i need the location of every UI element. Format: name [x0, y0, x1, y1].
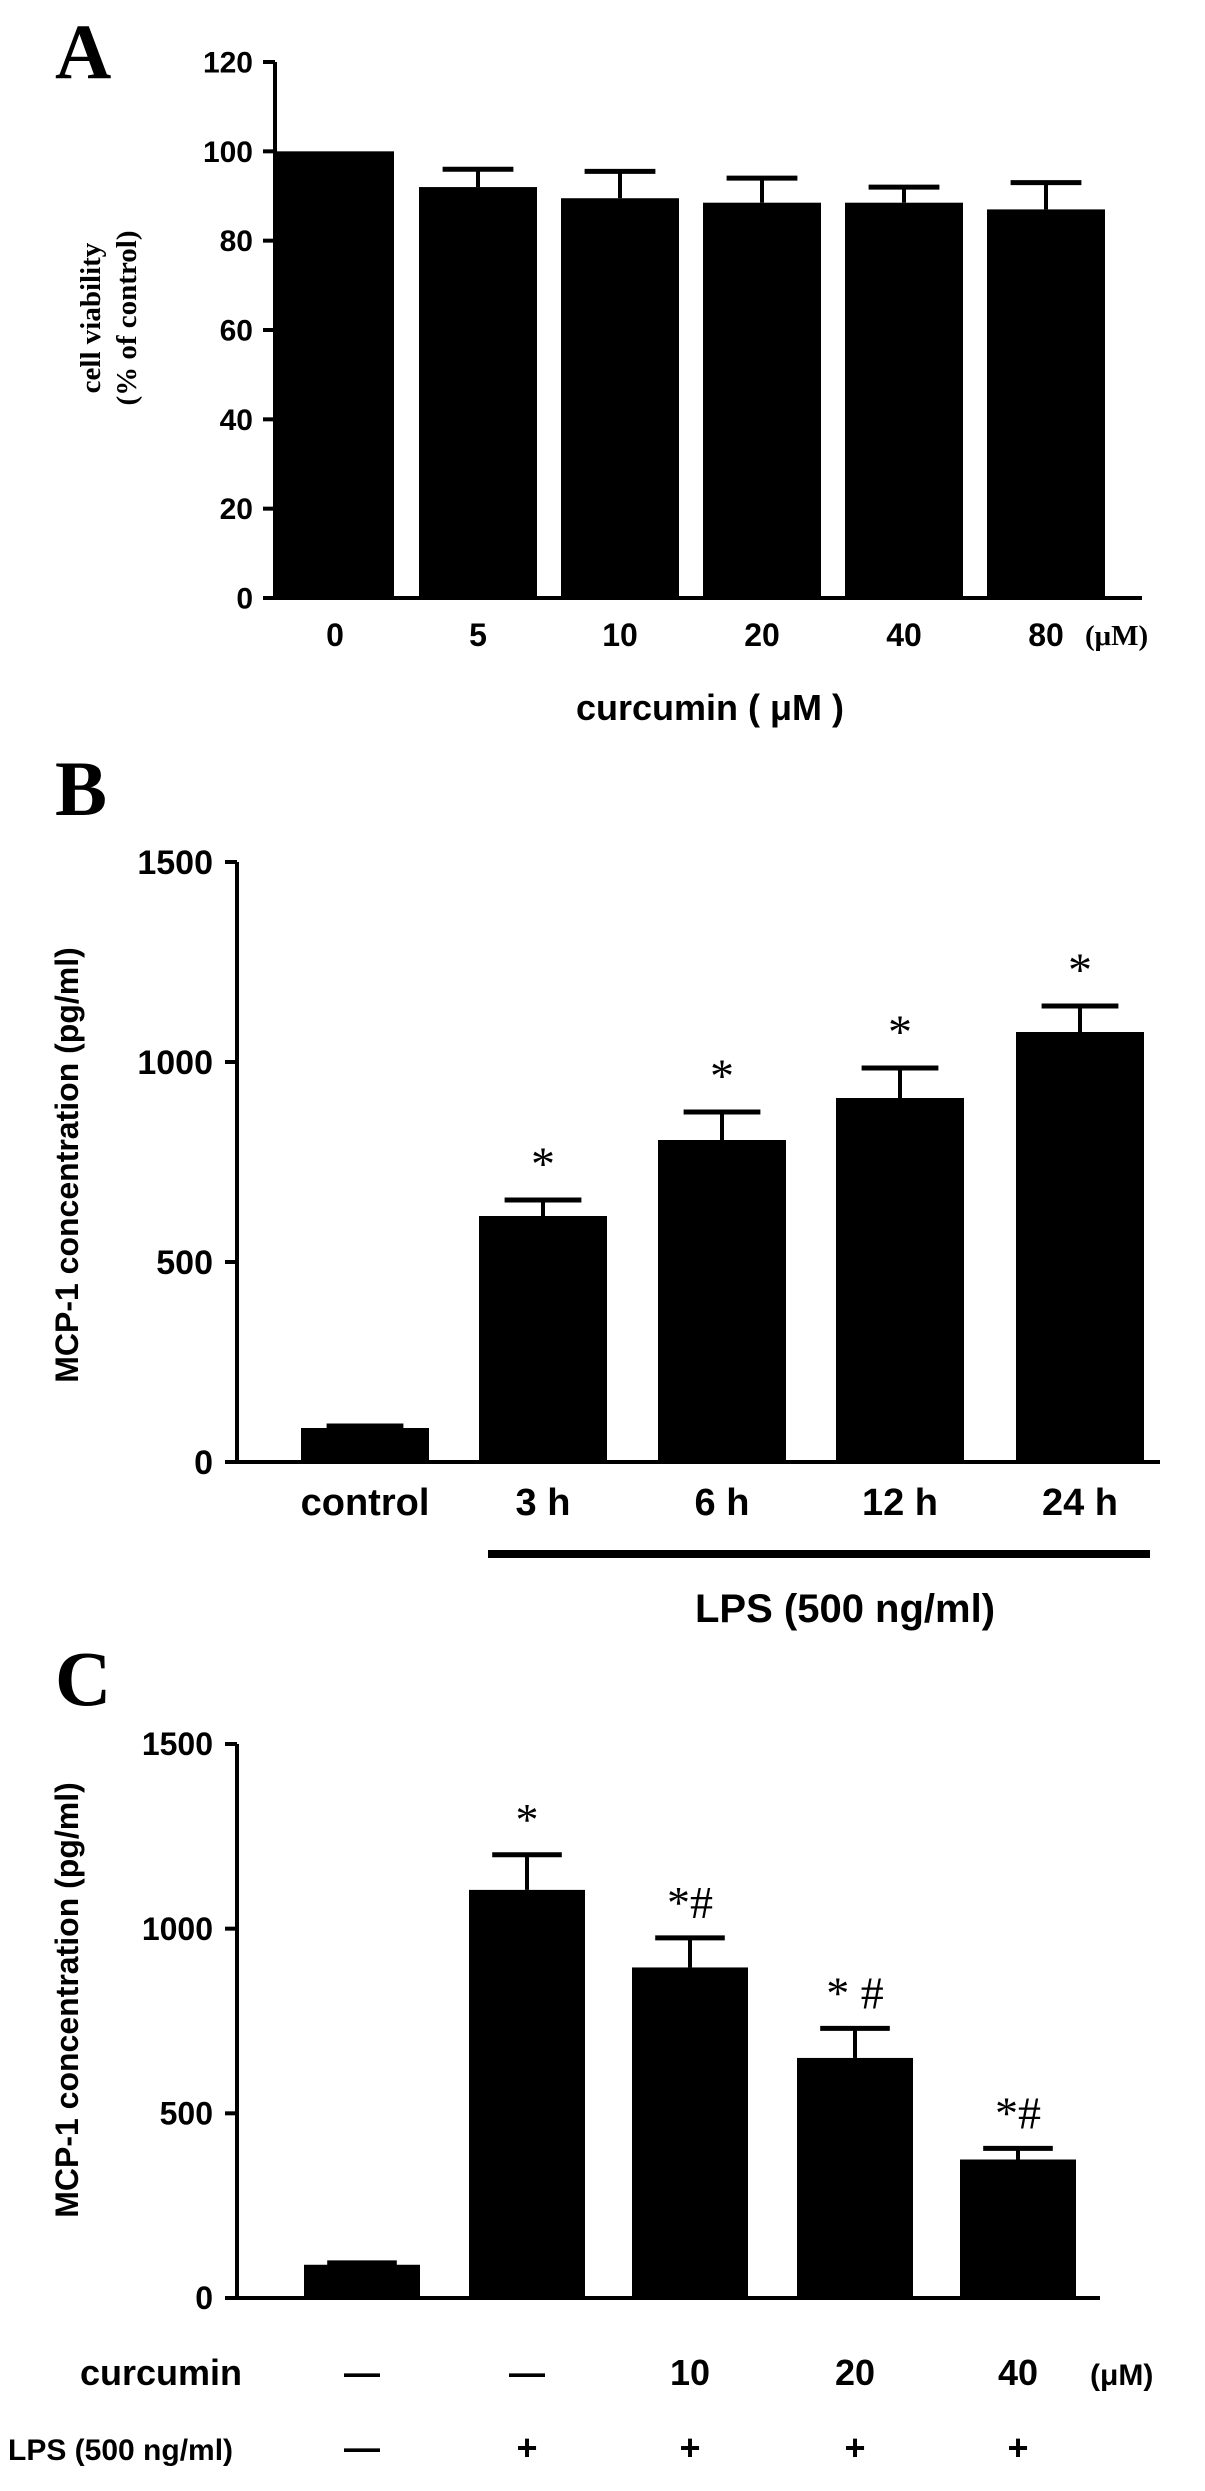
- panel-a-x-tick-label: 40: [886, 617, 922, 653]
- panel-c-condition-value: —: [509, 2352, 545, 2393]
- panel-c-y-tick-label: 1500: [142, 1726, 213, 1762]
- panel-c-row-label: LPS (500 ng/ml): [8, 2434, 233, 2467]
- panel-a-y-tick-label: 100: [203, 136, 253, 169]
- panel-c-bar: [304, 2264, 420, 2298]
- panel-b-significance-mark: *: [888, 1006, 912, 1059]
- panel-b-x-tick-label: control: [301, 1482, 430, 1524]
- panel-a-y-tick-label: 20: [220, 493, 253, 526]
- panel-c-significance-mark: * #: [826, 1967, 884, 2018]
- panel-a-plot: 0 20 40 60 80 100 120 0 5 10 20 40 80: [203, 47, 1142, 653]
- panel-a-bar: [845, 202, 963, 598]
- panel-a-y-tick-label: 120: [203, 47, 253, 80]
- panel-a-y-tick-label: 80: [220, 225, 253, 258]
- panel-a-unit-suffix: (μM): [1085, 620, 1148, 652]
- panel-b-bar: [1016, 1032, 1144, 1462]
- panel-c-condition-rows: curcumin — — 10 20 40 (μM) LPS (500 ng/ml) — + + + +: [8, 2352, 1153, 2468]
- panel-b-y-tick-label: 500: [156, 1244, 213, 1282]
- panel-b-plot: 0 500 1000 1500 control * 3 h * 6 h * 12 h * 24 h: [137, 844, 1160, 1524]
- panel-a-y-label-line-1: cell viability: [75, 242, 107, 393]
- panel-a-x-axis-label: curcumin ( μM ): [576, 687, 844, 728]
- panel-b-bar: [836, 1098, 964, 1462]
- panel-a-bar: [419, 187, 537, 599]
- panel-a-y-label-line-2: (% of control): [111, 230, 143, 405]
- panel-a-bar: [276, 151, 394, 599]
- panel-a-x-tick-label: 0: [326, 617, 344, 653]
- panel-c-plot: 0 500 1000 1500 * *# * # *#: [142, 1726, 1100, 2316]
- panel-a-x-tick-label: 20: [744, 617, 780, 653]
- panel-b-significance-mark: *: [1068, 944, 1092, 997]
- panel-b-y-tick-label: 1500: [137, 844, 213, 882]
- panel-c-y-tick-label: 0: [195, 2280, 213, 2316]
- panel-c-y-tick-label: 500: [160, 2096, 213, 2132]
- panel-a-y-axis-label: cell viability (% of control): [75, 230, 143, 405]
- panel-c-condition-value: +: [679, 2427, 700, 2468]
- panel-c-bar: [797, 2057, 913, 2298]
- panel-c-condition-value: 10: [670, 2352, 710, 2393]
- panel-a-bar: [703, 202, 821, 598]
- panel-b-bar: [301, 1428, 429, 1462]
- panel-c-significance-mark: *#: [667, 1877, 713, 1928]
- panel-c-condition-value: +: [844, 2427, 865, 2468]
- panel-b-label: B: [55, 745, 107, 832]
- panel-a-x-tick-label: 5: [469, 617, 487, 653]
- panel-b-group-label: LPS (500 ng/ml): [695, 1587, 995, 1631]
- panel-a-y-tick-label: 0: [236, 583, 253, 616]
- panel-b-bar: [658, 1140, 786, 1462]
- panel-b-x-tick-label: 12 h: [862, 1482, 938, 1524]
- panel-c-label: C: [55, 1635, 111, 1722]
- panel-a-y-tick-label: 40: [220, 404, 253, 437]
- panel-c-bar: [469, 1889, 585, 2298]
- panel-a: A cell viability (% of control) 0 20 40 60 8…: [55, 8, 1148, 728]
- panel-c-condition-value: 40: [998, 2352, 1038, 2393]
- panel-b-x-tick-label: 3 h: [516, 1482, 571, 1524]
- panel-c-condition-value: +: [1007, 2427, 1028, 2468]
- panel-c-condition-value: +: [516, 2427, 537, 2468]
- panel-c-significance-mark: *: [516, 1794, 539, 1845]
- panel-a-x-tick-label: 10: [602, 617, 638, 653]
- panel-b-significance-mark: *: [710, 1050, 734, 1103]
- panel-a-bar: [987, 209, 1105, 598]
- panel-c-condition-value: —: [344, 2427, 380, 2468]
- panel-c-bar: [632, 1967, 748, 2298]
- panel-a-y-tick-label: 60: [220, 315, 253, 348]
- panel-a-label: A: [55, 8, 111, 95]
- panel-b-x-tick-label: 6 h: [695, 1482, 750, 1524]
- panel-c-condition-value: —: [344, 2352, 380, 2393]
- panel-b-y-tick-label: 1000: [137, 1044, 213, 1082]
- panel-c-y-tick-label: 1000: [142, 1911, 213, 1947]
- panel-b: B MCP-1 concentration (pg/ml) 0 500 1000 15…: [49, 745, 1160, 1631]
- panel-c-row-label: curcumin: [80, 2352, 242, 2393]
- panel-c-bar: [960, 2159, 1076, 2298]
- panel-c-condition-value: 20: [835, 2352, 875, 2393]
- panel-b-bar: [479, 1216, 607, 1462]
- panel-c-y-axis-label: MCP-1 concentration (pg/ml): [49, 1782, 85, 2218]
- panel-a-x-tick-label: 80: [1028, 617, 1064, 653]
- panel-b-y-tick-label: 0: [194, 1444, 213, 1482]
- panel-c: C MCP-1 concentration (pg/ml) 0 500 1000 15…: [8, 1635, 1153, 2468]
- panel-b-y-axis-label: MCP-1 concentration (pg/ml): [49, 947, 85, 1383]
- panel-b-significance-mark: *: [531, 1138, 555, 1191]
- panel-b-x-tick-label: 24 h: [1042, 1482, 1118, 1524]
- panel-c-significance-mark: *#: [995, 2087, 1041, 2138]
- panel-c-row-unit: (μM): [1090, 2359, 1153, 2392]
- panel-a-bar: [561, 198, 679, 598]
